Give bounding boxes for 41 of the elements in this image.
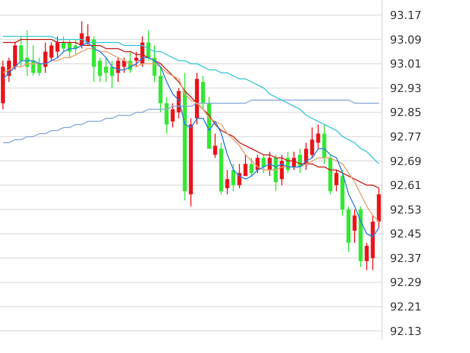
candlestick <box>104 57 108 82</box>
y-tick-label: 92.13 <box>390 324 422 338</box>
candlestick <box>310 127 314 158</box>
candlestick <box>134 51 138 68</box>
y-tick-label: 92.61 <box>390 179 422 192</box>
candlestick <box>243 154 248 177</box>
y-tick-label: 92.53 <box>390 203 422 216</box>
candlestick <box>225 170 230 195</box>
y-tick-label: 92.93 <box>390 82 422 95</box>
y-tick-label: 92.45 <box>390 228 422 241</box>
candlestick <box>98 57 102 82</box>
candlestick <box>231 163 236 192</box>
y-tick-label: 92.37 <box>390 252 422 265</box>
y-tick-label: 93.17 <box>390 9 422 22</box>
candlestick <box>110 60 114 89</box>
y-tick-label: 92.69 <box>390 154 422 168</box>
candlestick <box>352 208 357 244</box>
candlestick <box>201 75 206 110</box>
y-tick-label: 93.09 <box>390 33 422 46</box>
candlestick <box>13 42 18 70</box>
candlestick <box>19 36 24 68</box>
candlestick <box>62 36 66 52</box>
candlestick <box>164 96 169 134</box>
candlestick <box>334 170 338 192</box>
y-tick-label: 92.21 <box>390 300 422 314</box>
y-tick-label: 92.85 <box>390 106 422 120</box>
candlestick <box>316 124 320 150</box>
candlestick <box>213 133 218 158</box>
candlestick <box>262 154 266 174</box>
candlestick <box>43 42 48 74</box>
candlestick <box>250 157 254 177</box>
y-tick-label: 92.29 <box>390 276 422 290</box>
candlestick <box>170 102 175 128</box>
candlestick <box>116 57 120 82</box>
candlestick <box>364 242 369 271</box>
candlestick <box>49 42 54 62</box>
y-tick-label: 92.77 <box>390 130 422 144</box>
candlestick <box>37 57 42 76</box>
y-tick-label: 93.01 <box>390 58 422 71</box>
candlestick <box>55 36 60 58</box>
candlestick <box>122 57 126 74</box>
